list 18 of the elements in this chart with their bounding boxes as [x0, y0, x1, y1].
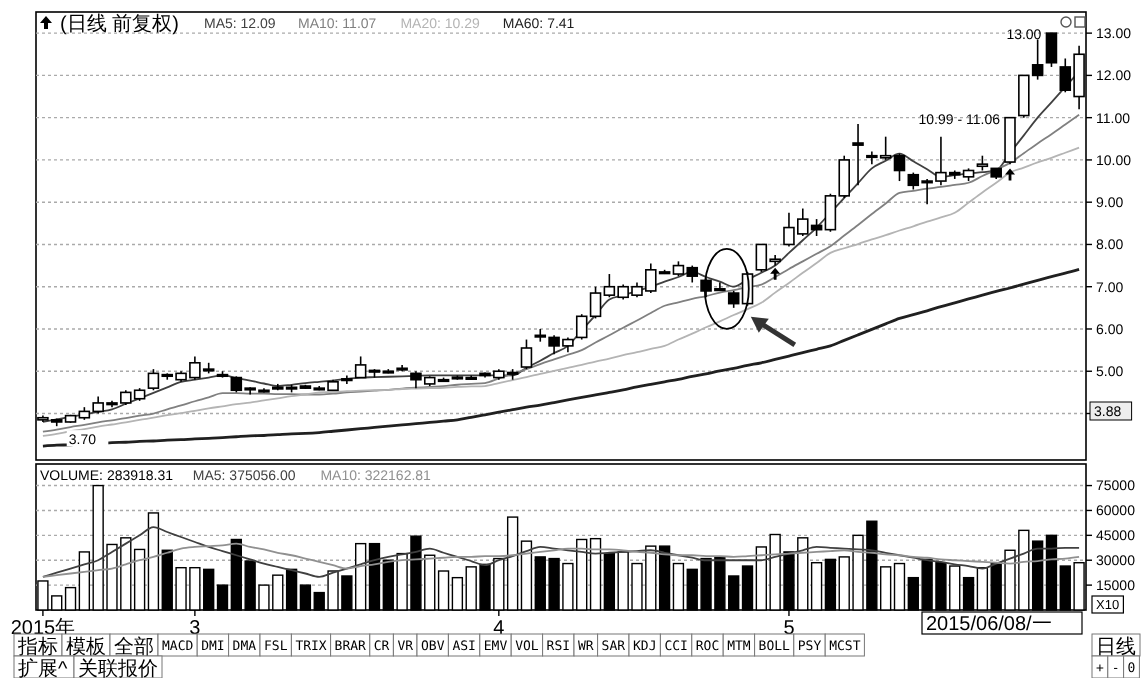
- candlestick: [1045, 32, 1058, 68]
- x-tick-label: 5: [783, 618, 796, 640]
- chart-title: (日线 前复权): [60, 12, 179, 36]
- x-tick-label: 4: [493, 618, 506, 640]
- x-tick-label: 3: [189, 618, 202, 640]
- text: 日线: [1096, 635, 1136, 659]
- text: 指标: [16, 635, 58, 659]
- line-series: [42, 526, 1080, 578]
- text: 全部: [114, 635, 154, 659]
- text: 关联报价: [78, 657, 158, 678]
- text: 2015/06/08/一: [926, 614, 1052, 636]
- candlestick: [520, 338, 533, 370]
- line-series: [41, 267, 1081, 448]
- line-series: [42, 542, 1080, 578]
- text: 模板: [66, 635, 106, 659]
- text: 扩展^: [18, 657, 68, 678]
- candlestick: [852, 123, 864, 187]
- candlestick: [1004, 116, 1016, 165]
